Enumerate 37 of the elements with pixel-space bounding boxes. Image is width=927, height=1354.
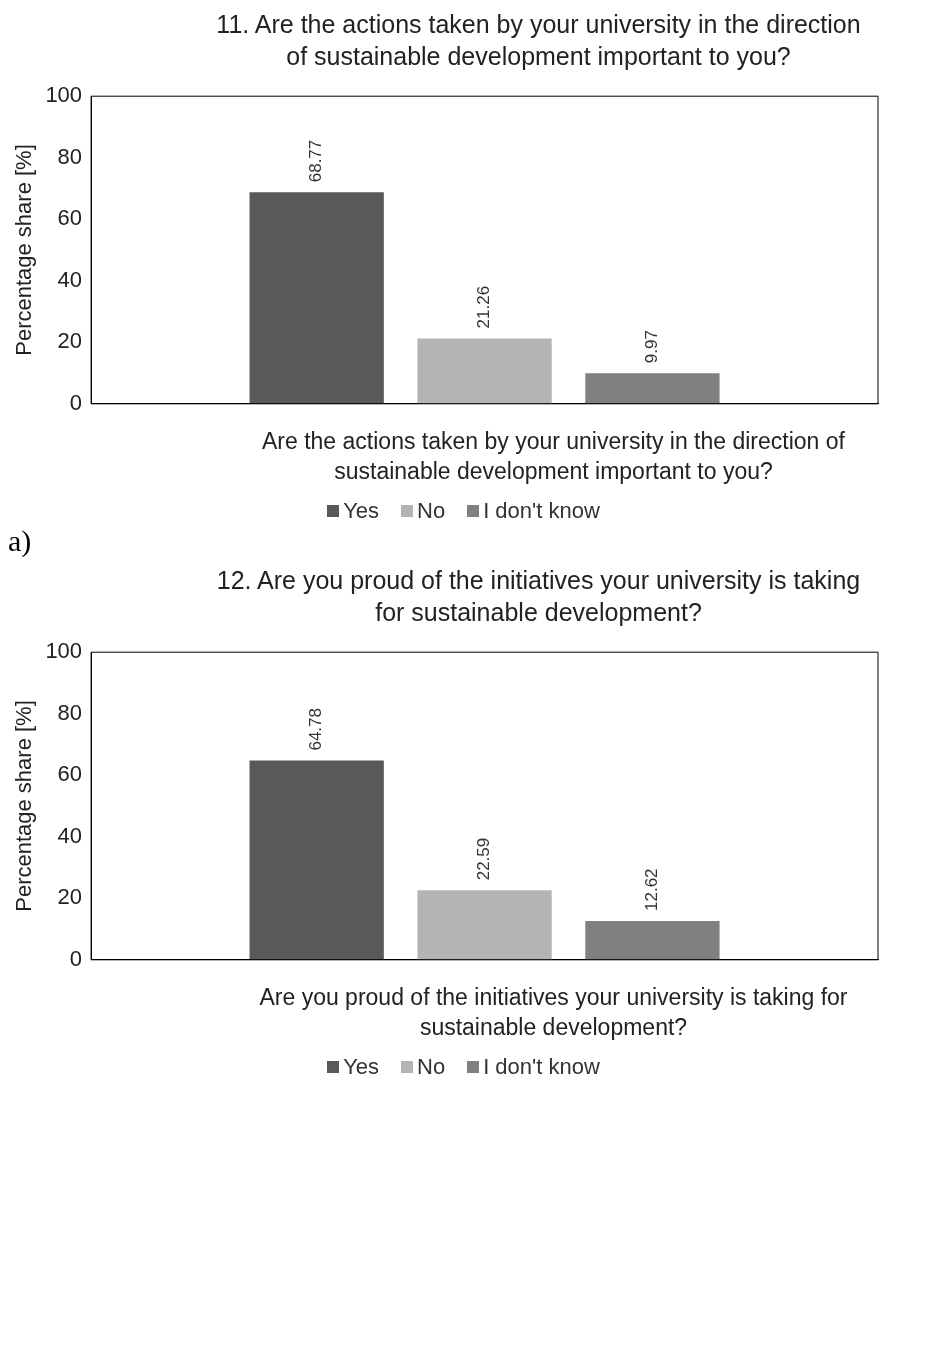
legend-label: I don't know <box>483 1054 600 1080</box>
y-tick-label: 100 <box>45 82 83 108</box>
data-label: 64.78 <box>306 707 326 751</box>
x-axis-title: Are the actions taken by your university in the direction of sustainable development important to you? <box>261 427 846 486</box>
y-tick-label: 80 <box>57 699 83 725</box>
legend-label: No <box>417 498 446 524</box>
y-tick-label: 60 <box>57 205 83 231</box>
data-label: 12.62 <box>642 868 662 911</box>
bar <box>249 760 384 960</box>
y-tick-label: 100 <box>45 638 83 664</box>
x-axis-title: Are you proud of the initiatives your university is taking for sustainable development? <box>258 983 849 1042</box>
bar <box>585 373 720 404</box>
bar <box>417 338 552 404</box>
bar <box>585 920 720 960</box>
y-tick-label: 40 <box>57 822 83 848</box>
y-axis-title: Percentage share [%] <box>11 144 37 356</box>
y-tick-label: 40 <box>57 266 83 292</box>
y-tick-label: 0 <box>69 389 83 415</box>
bar <box>417 890 552 960</box>
legend-label: Yes <box>343 1054 380 1080</box>
legend-label: I don't know <box>483 498 600 524</box>
text: a) <box>8 524 33 558</box>
y-tick-label: 20 <box>57 884 83 910</box>
y-axis-title: Percentage share [%] <box>11 700 37 912</box>
y-tick-label: 60 <box>57 761 83 787</box>
data-label: 68.77 <box>306 139 326 183</box>
y-tick-label: 80 <box>57 143 83 169</box>
legend-label: No <box>417 1054 446 1080</box>
chart-title: 11. Are the actions taken by your university in the direction of sustainable development important to you? <box>215 9 862 72</box>
data-label: 21.26 <box>474 285 494 329</box>
chart-title: 12. Are you proud of the initiatives your university is taking for sustainable development? <box>215 565 862 628</box>
legend-label: Yes <box>343 498 380 524</box>
data-label: 22.59 <box>474 837 494 881</box>
y-tick-label: 0 <box>69 945 83 971</box>
bar <box>249 192 384 404</box>
data-label: 9.97 <box>642 330 662 364</box>
y-tick-label: 20 <box>57 328 83 354</box>
